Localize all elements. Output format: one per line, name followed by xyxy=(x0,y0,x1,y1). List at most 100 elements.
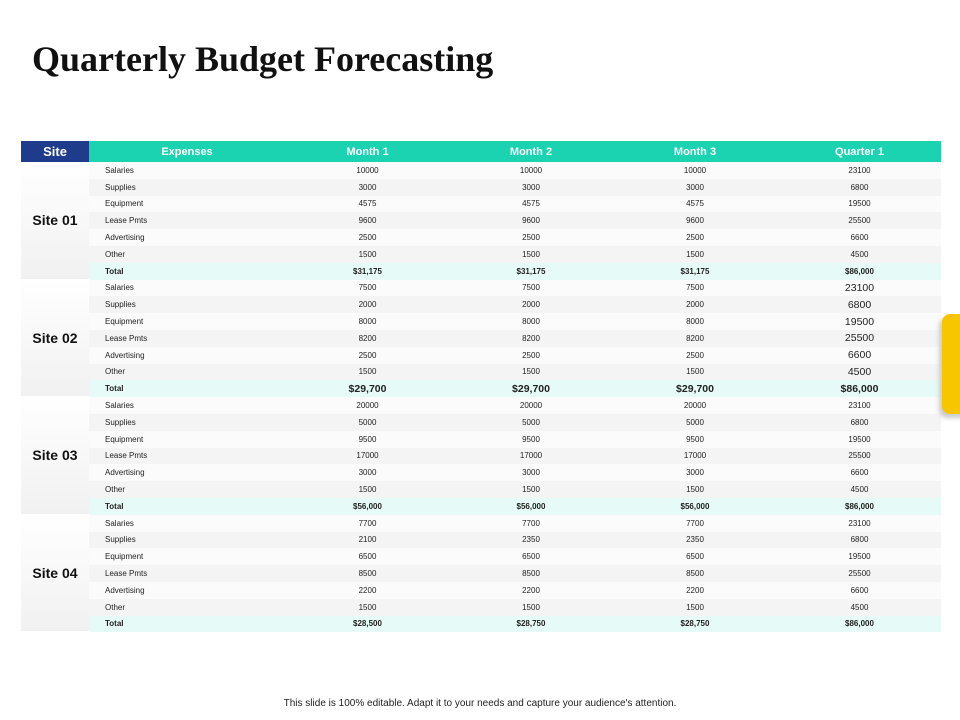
value-cell: 6800 xyxy=(850,182,869,192)
value-cell: 20000 xyxy=(356,401,379,411)
table-row xyxy=(89,313,941,330)
value-cell: 8000 xyxy=(686,317,704,327)
value-cell: 1500 xyxy=(358,249,377,259)
value-cell: $31,175 xyxy=(516,266,546,276)
value-cell: 2350 xyxy=(522,535,540,545)
value-cell: 19500 xyxy=(848,199,871,209)
value-cell: $28,500 xyxy=(353,619,382,629)
value-cell: 7700 xyxy=(686,518,704,528)
footer-note: This slide is 100% editable. Adapt it to… xyxy=(283,698,677,709)
value-cell: 3000 xyxy=(522,182,540,192)
value-cell: $29,700 xyxy=(348,382,387,395)
expense-label: Salaries xyxy=(105,165,134,175)
header-cell: Month 3 xyxy=(612,141,778,162)
value-cell: 23100 xyxy=(844,281,875,294)
value-cell: 9600 xyxy=(686,216,704,226)
table-row xyxy=(89,481,941,498)
value-cell: 2350 xyxy=(686,535,704,545)
value-cell: 2000 xyxy=(522,300,540,310)
table-row xyxy=(89,464,941,482)
value-cell: 8200 xyxy=(358,333,377,343)
expense-label: Equipment xyxy=(105,552,144,562)
table-row xyxy=(89,565,941,582)
expense-label: Equipment xyxy=(105,199,144,209)
value-cell: 4500 xyxy=(850,602,869,612)
value-cell: 6600 xyxy=(850,585,869,595)
value-cell: 2500 xyxy=(522,350,540,360)
value-cell: 2500 xyxy=(686,350,704,360)
value-cell: 7500 xyxy=(522,283,540,293)
value-cell: $28,750 xyxy=(680,619,710,629)
table-row xyxy=(89,296,941,314)
value-cell: 6500 xyxy=(522,552,540,562)
value-cell: 4575 xyxy=(358,199,377,209)
value-cell: 2500 xyxy=(522,233,540,243)
value-cell: 25500 xyxy=(844,332,875,345)
expense-label: Total xyxy=(105,619,124,629)
expense-label: Salaries xyxy=(105,283,134,293)
expense-label: Other xyxy=(105,485,126,495)
value-cell: 1500 xyxy=(686,367,704,377)
value-cell: 1500 xyxy=(522,249,540,259)
value-cell: $86,000 xyxy=(845,619,874,629)
table-row xyxy=(89,229,941,246)
value-cell: 1500 xyxy=(522,367,540,377)
expense-label: Lease Pmts xyxy=(105,451,148,461)
table-row xyxy=(89,195,941,213)
value-cell: 25500 xyxy=(848,216,871,226)
table-row xyxy=(89,531,941,549)
value-cell: 1500 xyxy=(686,602,704,612)
value-cell: $56,000 xyxy=(516,501,546,511)
value-cell: 3000 xyxy=(358,182,377,192)
site-label: Site 01 xyxy=(21,162,89,280)
expense-label: Supplies xyxy=(105,417,136,427)
value-cell: 7700 xyxy=(358,518,377,528)
value-cell: 2500 xyxy=(686,233,704,243)
expense-label: Salaries xyxy=(105,401,134,411)
value-cell: 17000 xyxy=(519,451,543,461)
header-cell: Month 2 xyxy=(450,141,612,162)
table-row xyxy=(89,397,941,414)
table-row xyxy=(89,548,941,566)
value-cell: 17000 xyxy=(356,451,379,461)
value-cell: 4500 xyxy=(850,249,869,259)
decoration xyxy=(942,314,960,414)
value-cell: 8000 xyxy=(522,317,540,327)
value-cell: 2500 xyxy=(358,350,377,360)
table-row xyxy=(89,212,941,230)
value-cell: 1500 xyxy=(358,485,377,495)
value-cell: 6800 xyxy=(850,417,869,427)
table-row xyxy=(89,363,941,381)
value-cell: 23100 xyxy=(848,165,871,175)
value-cell: 10000 xyxy=(683,165,707,175)
expense-label: Total xyxy=(105,384,124,394)
table-row xyxy=(89,582,941,599)
value-cell: 23100 xyxy=(848,518,871,528)
value-cell: 19500 xyxy=(844,315,875,328)
table-row xyxy=(89,430,941,448)
value-cell: 4575 xyxy=(522,199,540,209)
value-cell: 7500 xyxy=(358,283,377,293)
value-cell: 2000 xyxy=(686,300,704,310)
header-cell: Quarter 1 xyxy=(778,141,941,162)
value-cell: 7500 xyxy=(686,283,704,293)
table-row xyxy=(89,162,941,179)
table-row xyxy=(89,598,941,616)
value-cell: 9600 xyxy=(358,216,377,226)
site-label: Site 04 xyxy=(21,514,89,633)
value-cell: 8000 xyxy=(358,317,377,327)
header-cell: Month 1 xyxy=(285,141,450,162)
value-cell: 8200 xyxy=(686,333,704,343)
expense-label: Supplies xyxy=(105,182,136,192)
value-cell: $56,000 xyxy=(353,501,382,511)
value-cell: 1500 xyxy=(522,602,540,612)
value-cell: 3000 xyxy=(686,182,704,192)
header-cell: Site xyxy=(21,141,89,162)
value-cell: $28,750 xyxy=(516,619,546,629)
table-row xyxy=(89,447,941,465)
value-cell: $86,000 xyxy=(840,382,879,395)
value-cell: 2200 xyxy=(522,585,540,595)
expense-label: Lease Pmts xyxy=(105,216,148,226)
value-cell: 6800 xyxy=(850,535,869,545)
